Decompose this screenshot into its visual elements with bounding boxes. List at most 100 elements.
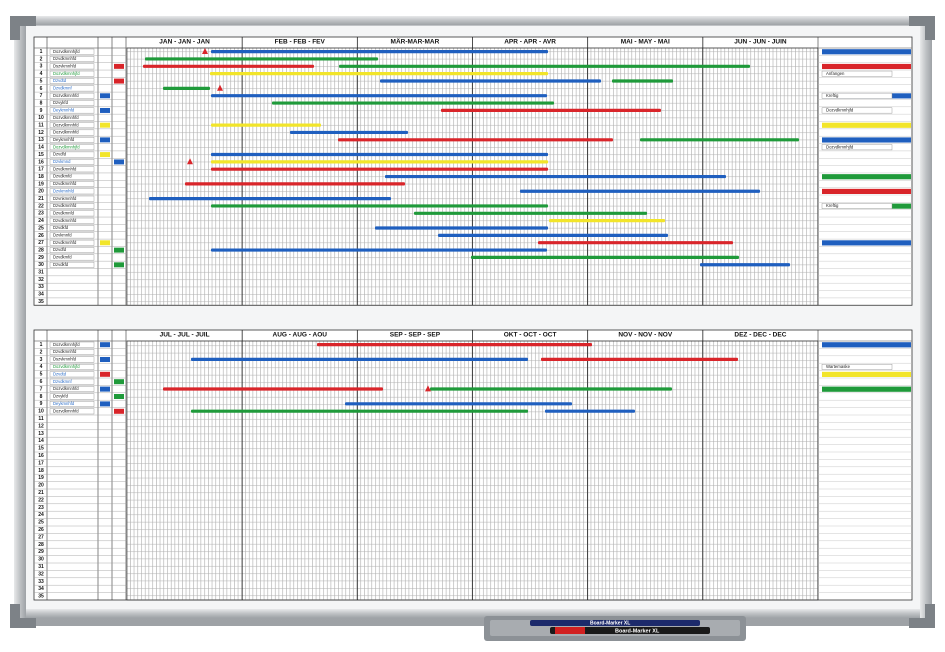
label-card — [49, 100, 95, 106]
label-card — [49, 173, 95, 180]
row-label: Dzvdkmfd — [53, 255, 72, 260]
marker — [550, 627, 710, 634]
side-label: Wartemaske — [826, 364, 851, 369]
row-number: 31 — [38, 564, 44, 570]
schedule-strip — [700, 263, 790, 267]
label-card — [49, 364, 95, 370]
row-number: 22 — [38, 497, 44, 503]
marker-triangle — [217, 84, 223, 91]
row-number: 1 — [40, 49, 43, 55]
color-tag — [114, 379, 124, 385]
row-number: 16 — [38, 159, 44, 165]
row-number: 5 — [40, 78, 43, 84]
color-tag — [114, 159, 124, 165]
row-number: 14 — [38, 145, 44, 151]
schedule-strip — [149, 197, 391, 201]
side-strip — [822, 174, 911, 180]
label-card — [49, 107, 95, 114]
label-card — [49, 232, 95, 239]
row-number: 18 — [38, 174, 44, 180]
row-label: Dzvdtd — [53, 371, 67, 376]
row-number: 26 — [38, 527, 44, 533]
month-header: FEB - FEB - FEV — [275, 39, 326, 46]
color-tag — [100, 93, 110, 99]
label-card — [49, 114, 95, 121]
schedule-strip — [471, 255, 739, 259]
label-card — [49, 92, 95, 99]
label-card — [49, 195, 95, 202]
row-number: 2 — [40, 349, 43, 355]
row-label: Dozvdkmnhjfd — [53, 49, 80, 54]
side-card — [821, 92, 893, 99]
marker-triangle — [202, 48, 208, 54]
row-number: 27 — [38, 240, 44, 246]
row-label: Deykmnhfd — [53, 137, 75, 142]
schedule-strip — [211, 204, 548, 208]
color-tag — [100, 342, 110, 348]
frame-edge — [14, 16, 932, 25]
schedule-strip — [430, 387, 672, 391]
row-label: Dzvdfd — [53, 247, 67, 252]
corner — [909, 16, 935, 40]
schedule-strip — [541, 357, 738, 361]
schedule-strip — [317, 343, 592, 347]
row-number: 25 — [38, 225, 44, 231]
row-label: Dzvdkmnfd — [53, 210, 75, 215]
frame-edge — [920, 16, 932, 618]
row-number: 23 — [38, 505, 44, 511]
label-card — [49, 254, 95, 261]
row-number: 24 — [38, 218, 44, 224]
row-label: Dzvkmnhfd — [53, 188, 75, 193]
row-number: 30 — [38, 262, 44, 268]
label-card — [49, 122, 95, 129]
label-card — [49, 371, 95, 378]
row-number: 33 — [38, 579, 44, 585]
marker-brand: Board-Marker XL — [590, 620, 630, 626]
month-header: AUG - AUG - AOU — [273, 332, 328, 339]
row-label: Dozvdkmnhfd — [53, 93, 79, 98]
marker-cap — [555, 627, 585, 634]
frame-edge — [14, 609, 932, 618]
schedule-strip — [414, 211, 647, 215]
row-number: 20 — [38, 189, 44, 195]
row-label: Deykmnhfd — [53, 401, 75, 406]
schedule-strip — [211, 248, 547, 252]
row-label: Dzvdkfd — [53, 225, 69, 230]
schedule-strip — [538, 241, 733, 245]
month-header: NOV - NOV - NOV — [618, 332, 672, 339]
row-label: Dzvdkmnhfd — [53, 240, 77, 245]
row-label: Dozvdkmnhjfd — [53, 364, 80, 369]
row-number: 22 — [38, 203, 44, 209]
color-tag — [114, 78, 124, 84]
row-label: Dzvykfd — [53, 100, 69, 105]
color-tag — [100, 152, 110, 158]
label-card — [49, 48, 95, 55]
row-label: Dzvdkmnhfd — [53, 56, 77, 61]
color-tag — [100, 108, 110, 113]
label-card — [49, 217, 95, 224]
row-number: 7 — [40, 386, 43, 392]
label-card — [49, 261, 95, 268]
row-label: Dszvkmnhfd — [53, 63, 77, 68]
row-label: Dozvdkmnhfd — [53, 386, 79, 391]
marker-triangle — [187, 158, 193, 165]
row-number: 18 — [38, 468, 44, 474]
label-card — [49, 70, 95, 77]
row-number: 13 — [38, 137, 44, 143]
corner — [10, 16, 36, 40]
row-number: 29 — [38, 549, 44, 555]
row-label: Dzvdkmnhfd — [53, 349, 77, 354]
row-number: 20 — [38, 483, 44, 489]
row-number: 29 — [38, 255, 44, 261]
color-tag — [114, 408, 124, 414]
row-number: 34 — [38, 292, 44, 298]
schedule-strip — [191, 409, 528, 413]
month-header: JUL - JUL - JUIL — [160, 332, 210, 339]
schedule-strip — [380, 79, 601, 83]
side-strip — [822, 49, 911, 55]
row-number: 14 — [38, 438, 44, 444]
row-number: 27 — [38, 534, 44, 540]
row-label: Dozvdkmnhjfd — [53, 342, 80, 347]
label-card — [49, 144, 95, 151]
